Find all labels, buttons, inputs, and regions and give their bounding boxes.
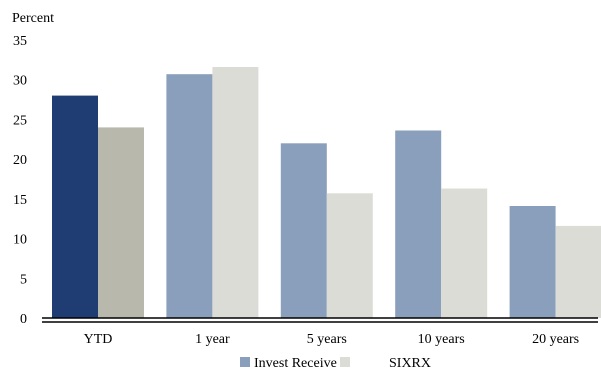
x-tick-label: 10 years [418,332,465,347]
x-axis-ticks: YTD 1 year 5 years 10 years 20 years [84,332,580,347]
x-tick-label: YTD [84,332,113,347]
legend-swatch-0 [240,357,250,367]
y-tick-label: 30 [13,74,27,89]
y-tick-label: 20 [13,153,27,168]
y-tick-label: 10 [13,233,27,248]
legend-swatch-1 [340,357,350,367]
legend: Invest Receive B SIXRX [240,356,431,371]
bar-sixrx-2 [326,193,373,318]
x-axis-baseline [42,317,598,323]
y-tick-label: 5 [20,272,27,287]
y-tick-label: 25 [13,113,27,128]
bar-invest-receive-b-1 [166,74,213,318]
bar-sixrx-3 [441,188,488,318]
x-tick-label: 20 years [532,332,579,347]
y-axis-title: Percent [12,11,54,26]
bar-sixrx-1 [212,67,259,318]
bar-invest-receive-b-0 [52,95,98,318]
x-tick-label: 1 year [195,332,230,347]
x-tick-label: 5 years [307,332,347,347]
bar-sixrx-0 [98,127,144,319]
y-tick-label: 0 [20,312,27,327]
bars-group [52,67,601,319]
bar-invest-receive-b-4 [509,206,556,318]
y-axis-ticks: 0 5 10 15 20 25 30 35 [13,34,27,327]
bar-sixrx-4 [555,225,601,318]
y-tick-label: 35 [13,34,27,49]
bar-invest-receive-b-3 [395,130,442,318]
legend-label-0: Invest Receive B [254,356,350,371]
bar-invest-receive-b-2 [280,143,327,318]
legend-label-1: SIXRX [389,356,431,371]
y-axis-title-group: Percent [12,11,54,26]
y-tick-label: 15 [13,193,27,208]
